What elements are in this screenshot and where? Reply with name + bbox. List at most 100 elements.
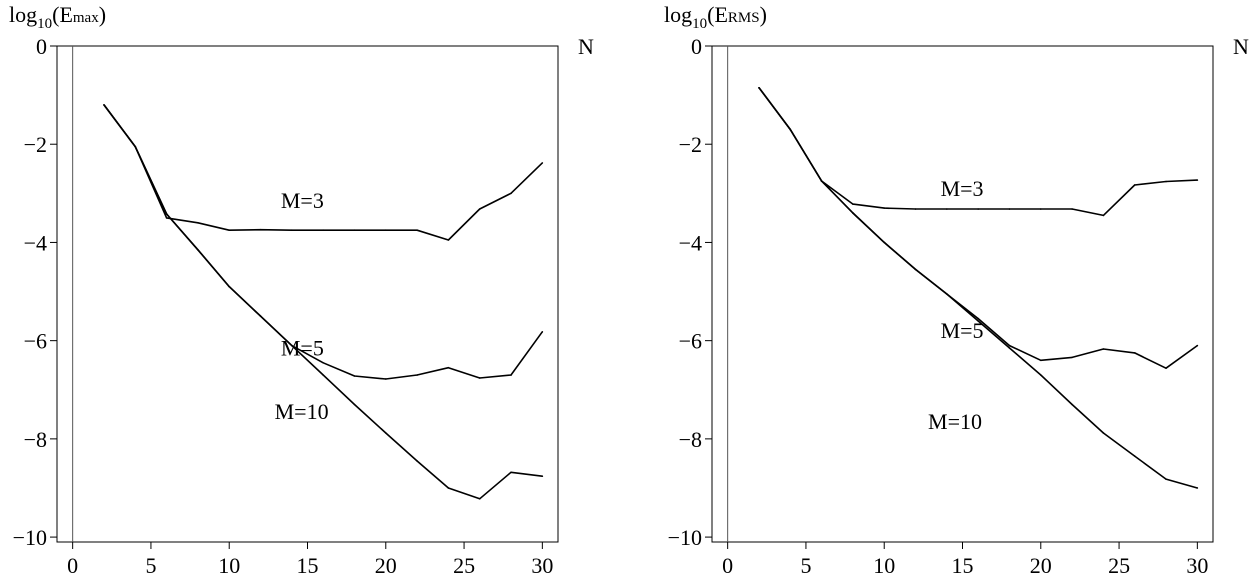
y-tick-label: −4 xyxy=(679,230,702,255)
data-point xyxy=(1071,403,1073,406)
y-axis-title-small: max xyxy=(73,10,99,26)
data-point xyxy=(1039,359,1042,362)
series-label: M=5 xyxy=(941,318,984,343)
data-point xyxy=(1008,347,1011,349)
x-tick-label: 25 xyxy=(453,553,475,578)
data-point xyxy=(1102,432,1105,434)
data-point xyxy=(1102,214,1105,217)
data-point xyxy=(789,128,792,131)
data-point xyxy=(541,331,544,333)
y-tick-label: −10 xyxy=(668,525,702,550)
data-point xyxy=(384,378,387,380)
y-axis-title-base: log xyxy=(9,2,37,27)
y-axis-title: log10(ERMS) xyxy=(664,2,767,32)
y-axis-title-small: RMS xyxy=(728,10,760,26)
data-point xyxy=(478,497,481,500)
x-tick-label: 20 xyxy=(1030,553,1052,578)
data-point xyxy=(883,207,886,209)
data-point xyxy=(1039,208,1042,210)
data-point xyxy=(447,239,450,241)
data-point xyxy=(946,293,948,295)
data-point xyxy=(259,228,262,231)
y-axis-title-sub: 10 xyxy=(37,16,52,32)
x-tick-label: 0 xyxy=(67,553,78,578)
data-point xyxy=(416,374,418,376)
data-point xyxy=(322,374,324,376)
data-point xyxy=(478,377,481,379)
x-tick-label: 15 xyxy=(297,553,319,578)
series-label: M=5 xyxy=(281,335,324,360)
x-axis-title: N xyxy=(578,34,594,59)
data-point xyxy=(228,285,231,288)
data-point xyxy=(103,104,105,106)
y-tick-label: −2 xyxy=(24,132,47,157)
data-point xyxy=(820,180,823,182)
x-tick-label: 5 xyxy=(145,553,156,578)
data-point xyxy=(322,361,324,364)
data-point xyxy=(914,268,917,271)
series-line-m3 xyxy=(103,104,543,241)
y-tick-label: −4 xyxy=(24,230,47,255)
data-point xyxy=(322,229,324,231)
data-point xyxy=(353,403,356,406)
plot-frame xyxy=(711,45,1214,543)
data-point xyxy=(852,212,854,214)
data-point xyxy=(541,162,544,164)
y-axis-title-close: ) xyxy=(760,2,767,27)
data-point xyxy=(541,475,544,477)
data-point xyxy=(353,229,356,231)
data-point xyxy=(977,317,979,320)
data-point xyxy=(1071,208,1073,210)
series-label: M=3 xyxy=(281,188,324,213)
data-point xyxy=(478,208,481,210)
y-tick-label: −10 xyxy=(13,525,47,550)
x-tick-label: 10 xyxy=(873,553,895,578)
y-tick-label: −6 xyxy=(679,329,702,354)
data-point xyxy=(1133,352,1136,354)
data-point xyxy=(1133,184,1136,186)
data-point xyxy=(197,249,199,251)
data-point xyxy=(977,320,979,322)
y-axis-title-close: ) xyxy=(99,2,106,27)
x-tick-label: 30 xyxy=(531,553,553,578)
y-axis-title-open: (E xyxy=(707,2,728,27)
data-point xyxy=(510,471,512,474)
data-point xyxy=(384,229,387,231)
y-tick-label: −8 xyxy=(679,427,702,452)
data-point xyxy=(883,241,886,244)
data-point xyxy=(1071,356,1073,359)
data-point xyxy=(1102,348,1105,350)
data-point xyxy=(165,213,168,215)
x-tick-label: 5 xyxy=(800,553,811,578)
data-point xyxy=(134,145,137,148)
x-axis-title: N xyxy=(1233,34,1249,59)
data-point xyxy=(1008,208,1011,210)
data-point xyxy=(291,344,293,347)
data-point xyxy=(1196,179,1199,181)
y-axis-title: log10(Emax) xyxy=(9,2,106,32)
data-point xyxy=(510,192,512,195)
x-tick-label: 15 xyxy=(952,553,974,578)
data-point xyxy=(353,375,356,377)
y-tick-label: −8 xyxy=(24,427,47,452)
data-point xyxy=(228,229,231,231)
x-tick-label: 25 xyxy=(1108,553,1130,578)
data-point xyxy=(259,315,262,317)
series-label: M=10 xyxy=(928,409,982,434)
data-point xyxy=(1165,180,1167,183)
y-axis-title-base: log xyxy=(664,2,692,27)
data-point xyxy=(197,221,199,224)
x-tick-label: 0 xyxy=(722,553,733,578)
data-point xyxy=(914,208,917,210)
data-point xyxy=(510,374,512,376)
data-point xyxy=(447,487,450,489)
plot-frame xyxy=(56,45,559,543)
data-point xyxy=(1165,367,1167,369)
chart-panel-2: 0 5 10 15 20 25 300−2−4−6−8−10log10(ERMS)NM=3M… xyxy=(664,2,1249,578)
data-point xyxy=(1196,344,1199,347)
x-tick-label: 10 xyxy=(218,553,240,578)
series-label: M=10 xyxy=(275,399,329,424)
data-point xyxy=(1165,478,1167,480)
data-point xyxy=(852,203,854,205)
